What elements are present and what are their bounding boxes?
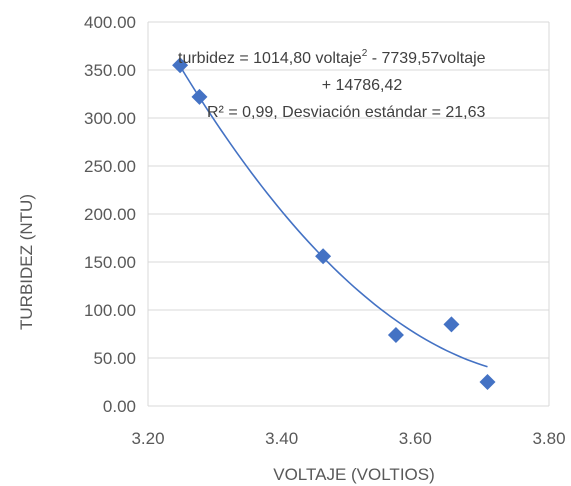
trendline	[179, 65, 488, 368]
x-tick-label: 3.40	[265, 429, 298, 448]
y-tick-label: 150.00	[84, 253, 136, 272]
x-tick-label: 3.20	[131, 429, 164, 448]
y-tick-label: 100.00	[84, 301, 136, 320]
gridlines	[147, 21, 550, 407]
y-tick-label: 0.00	[103, 397, 136, 416]
data-points	[172, 57, 496, 390]
y-tick-label: 300.00	[84, 109, 136, 128]
x-axis-title: VOLTAJE (VOLTIOS)	[273, 465, 435, 484]
data-point	[315, 248, 332, 265]
x-tick-labels: 3.20 3.40 3.60 3.80	[131, 429, 565, 448]
equation-line-2: + 14786,42	[322, 77, 403, 94]
data-point	[443, 316, 460, 333]
data-point	[479, 374, 496, 390]
y-tick-label: 350.00	[84, 61, 136, 80]
x-tick-label: 3.60	[399, 429, 432, 448]
data-point	[191, 88, 208, 105]
y-tick-labels: 0.00 50.00 100.00 150.00 200.00 250.00 300.00 3…	[84, 13, 136, 416]
trendline-equation: turbidez = 1014,80 voltaje2 - 7739,57vol…	[178, 48, 486, 121]
y-axis-title: TURBIDEZ (NTU)	[17, 194, 36, 330]
x-tick-label: 3.80	[532, 429, 565, 448]
y-tick-label: 250.00	[84, 157, 136, 176]
equation-line-3: R² = 0,99, Desviación estándar = 21,63	[207, 104, 485, 121]
y-tick-label: 400.00	[84, 13, 136, 32]
data-point	[172, 57, 189, 74]
y-tick-label: 50.00	[93, 349, 136, 368]
equation-line-1: turbidez = 1014,80 voltaje2 - 7739,57vol…	[178, 48, 486, 67]
data-point	[387, 326, 404, 343]
y-tick-label: 200.00	[84, 205, 136, 224]
